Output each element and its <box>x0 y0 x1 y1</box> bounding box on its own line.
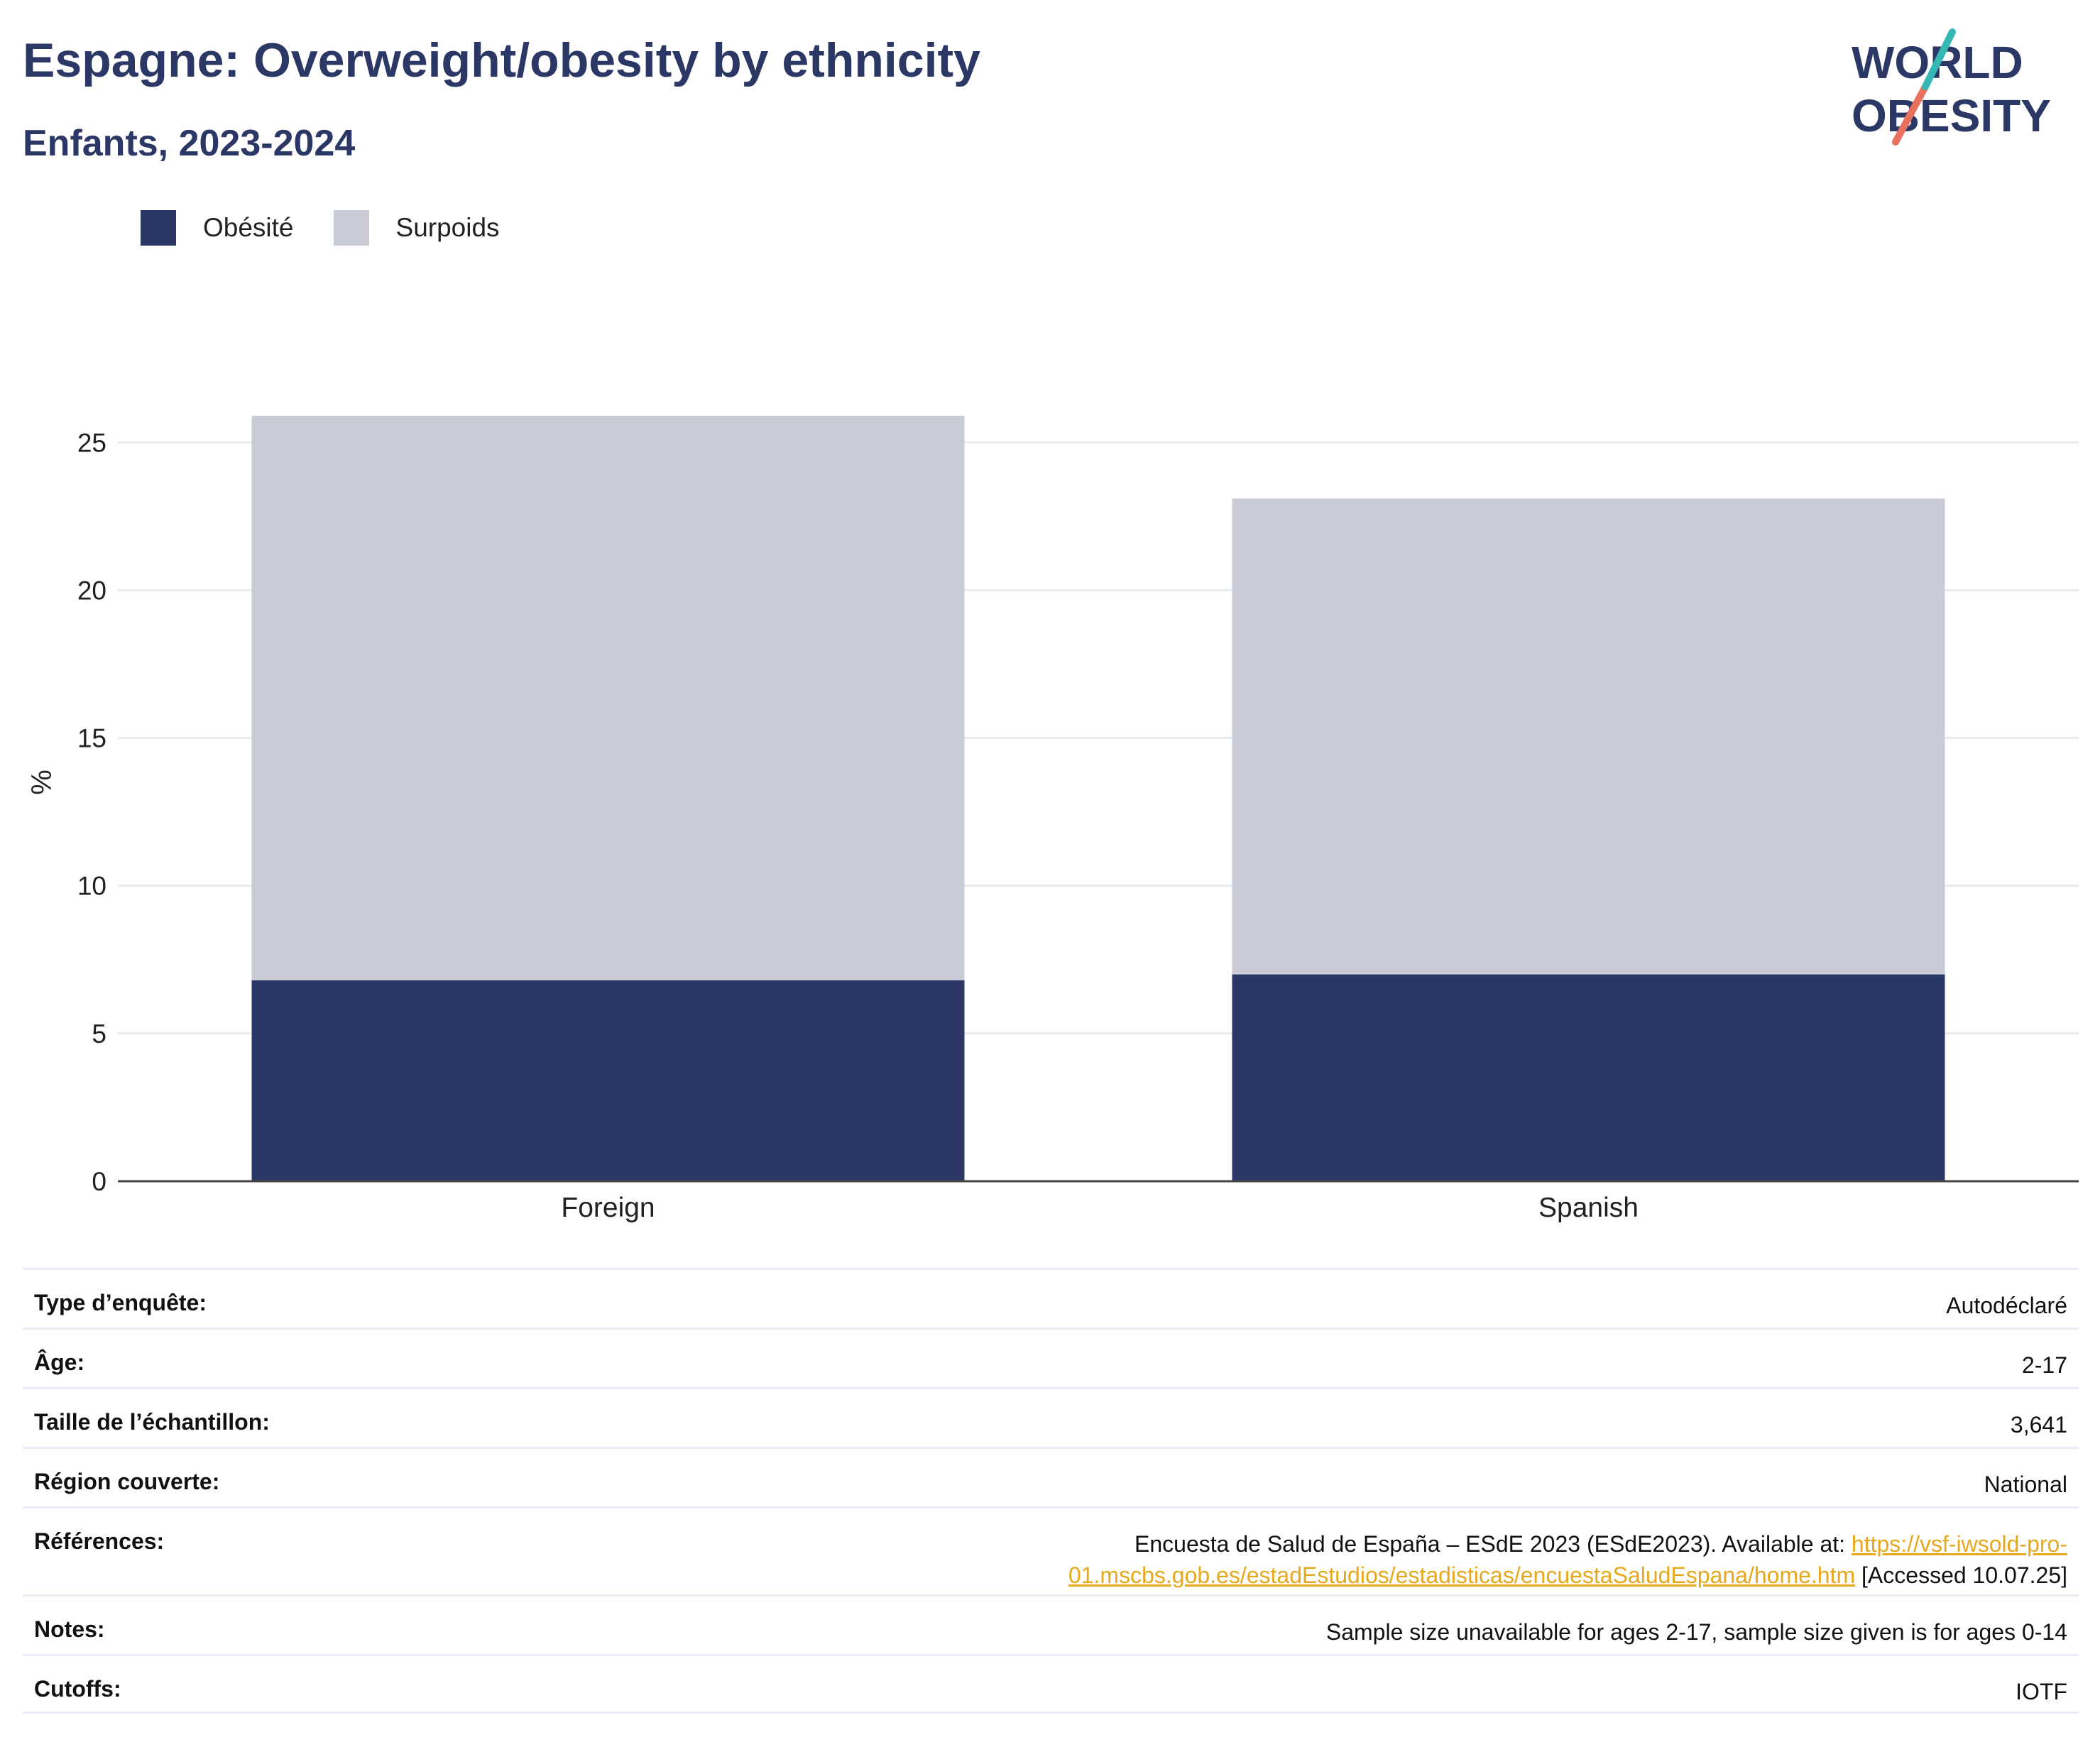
info-row-sample-size: Taille de l’échantillon: 3,641 <box>23 1387 2079 1447</box>
x-tick-label: Foreign <box>561 1193 655 1223</box>
info-value-references: Encuesta de Salud de España – ESdE 2023 … <box>1068 1528 2067 1591</box>
info-row-age: Âge: 2-17 <box>23 1327 2079 1387</box>
legend-swatch-surpoids <box>333 210 369 246</box>
info-row-references: Références: Encuesta de Salud de España … <box>23 1506 2079 1594</box>
bar-spanish-surpoids <box>1232 498 1945 975</box>
chart-subtitle: Enfants, 2023-2024 <box>23 123 356 164</box>
info-label: Type d’enquête: <box>34 1290 207 1315</box>
info-label: Âge: <box>34 1349 85 1375</box>
info-row-region: Région couverte: National <box>23 1447 2079 1506</box>
info-value: 3,641 <box>2010 1412 2067 1437</box>
x-tick-label: Spanish <box>1538 1193 1639 1223</box>
y-tick-label: 10 <box>77 872 106 901</box>
info-value: National <box>1984 1472 2067 1497</box>
y-tick-label: 25 <box>77 428 106 457</box>
info-label: Région couverte: <box>34 1469 220 1494</box>
info-value: Sample size unavailable for ages 2-17, s… <box>1325 1619 2067 1645</box>
info-value: 2-17 <box>2021 1352 2067 1378</box>
reference-link-part1[interactable]: https://vsf-iwsold-pro- <box>1851 1531 2067 1557</box>
survey-info-table: Type d’enquête: Autodéclaré Âge: 2-17 Ta… <box>23 1268 2079 1714</box>
y-tick-label: 0 <box>92 1167 106 1196</box>
legend-item-surpoids[interactable]: Surpoids <box>333 210 500 246</box>
info-label: Notes: <box>34 1616 105 1642</box>
info-row-cutoffs: Cutoffs: IOTF <box>23 1654 2079 1714</box>
info-value: IOTF <box>2016 1679 2067 1704</box>
y-axis-label: % <box>26 770 58 795</box>
info-row-survey-type: Type d’enquête: Autodéclaré <box>23 1268 2079 1327</box>
chart-title: Espagne: Overweight/obesity by ethnicity <box>23 33 980 87</box>
legend-label-obesite: Obésité <box>203 213 294 242</box>
info-label: Cutoffs: <box>34 1676 121 1702</box>
reference-text: Encuesta de Salud de España – ESdE 2023 … <box>1134 1531 1852 1557</box>
legend-label-surpoids: Surpoids <box>395 213 500 242</box>
info-label: Références: <box>34 1528 165 1554</box>
bar-foreign-obésité <box>251 980 965 1181</box>
info-value: Autodéclaré <box>1946 1293 2067 1318</box>
y-tick-label: 15 <box>77 724 106 753</box>
info-row-notes: Notes: Sample size unavailable for ages … <box>23 1594 2079 1654</box>
y-tick-label: 20 <box>77 576 106 605</box>
chart-legend: Obésité Surpoids <box>141 210 540 246</box>
world-obesity-logo: WORLD OBESITY <box>1852 28 2051 146</box>
info-label: Taille de l’échantillon: <box>34 1409 270 1435</box>
reference-accessed: [Accessed 10.07.25] <box>1855 1562 2067 1588</box>
bar-spanish-obésité <box>1232 974 1945 1181</box>
bar-foreign-surpoids <box>251 415 965 980</box>
stacked-bar-chart: 0 5 10 15 20 25% Foreign Spanish <box>26 415 2079 1223</box>
reference-link-part2[interactable]: 01.mscbs.gob.es/estadEstudios/estadistic… <box>1068 1562 1856 1588</box>
legend-item-obesite[interactable]: Obésité <box>141 210 294 246</box>
logo-text-obesity: OBESITY <box>1852 90 2051 141</box>
legend-swatch-obesite <box>141 210 176 246</box>
y-tick-label: 5 <box>92 1019 106 1048</box>
